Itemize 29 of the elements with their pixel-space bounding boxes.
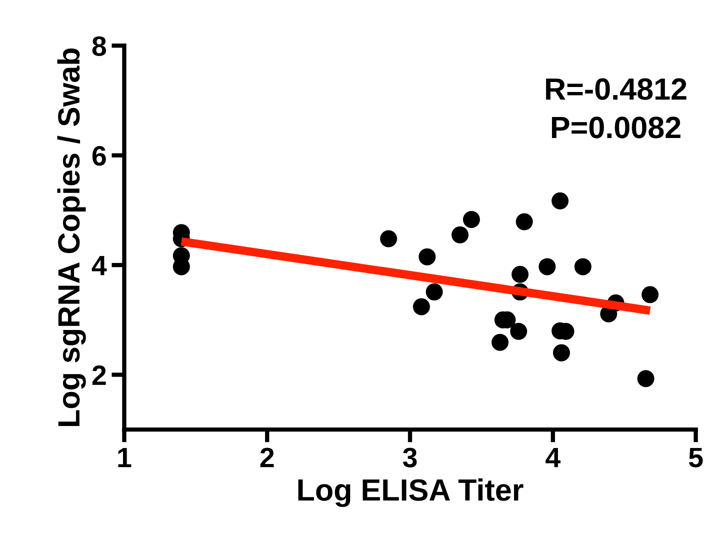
y-axis-title: Log sgRNA Copies / Swab (57, 48, 86, 426)
point (637, 370, 654, 388)
x-tick-label: 3 (402, 448, 417, 468)
point (552, 192, 569, 210)
x-tick-label: 1 (118, 448, 132, 468)
y-tick-label: 8 (92, 36, 106, 56)
point (516, 213, 533, 230)
y-tick-label: 6 (92, 146, 106, 166)
x-tick-label: 2 (260, 448, 274, 468)
point (380, 230, 398, 248)
annotation: P=0.0082 (552, 116, 680, 138)
x-tick-label: 4 (546, 448, 560, 468)
point (538, 258, 556, 276)
point (462, 211, 480, 228)
point (642, 286, 659, 304)
annotation: R=-0.4812 (546, 78, 686, 100)
y-tick-label: 2 (92, 365, 106, 385)
point (574, 258, 592, 276)
point (512, 266, 529, 283)
x-tick-label: 5 (688, 448, 703, 468)
point (418, 248, 436, 266)
point (510, 322, 528, 340)
point (552, 344, 570, 362)
point (492, 334, 509, 351)
point (412, 298, 430, 316)
y-tick-label: 4 (92, 256, 107, 276)
x-axis-title: Log ELISA Titer (298, 478, 524, 508)
point (452, 226, 469, 244)
point (426, 283, 443, 300)
